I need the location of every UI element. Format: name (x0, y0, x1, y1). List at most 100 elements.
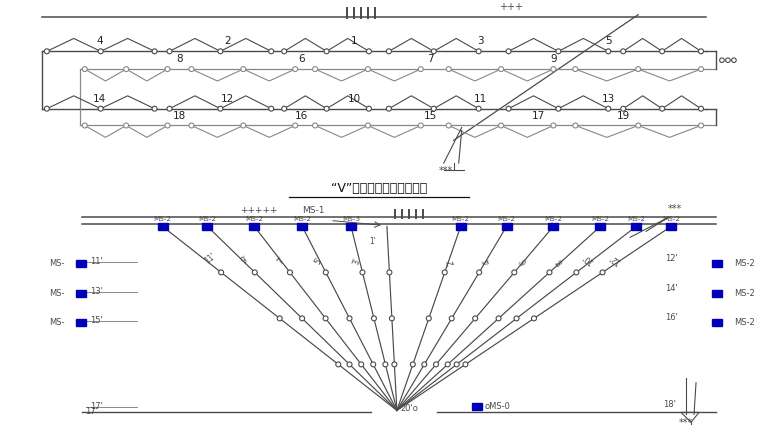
Circle shape (218, 106, 223, 111)
Circle shape (165, 123, 170, 128)
Circle shape (165, 67, 170, 71)
Circle shape (44, 106, 49, 111)
Text: ***: *** (679, 418, 693, 428)
Text: MS-2: MS-2 (451, 217, 470, 223)
Bar (712, 290, 722, 297)
Circle shape (477, 270, 482, 275)
Text: MS-: MS- (49, 288, 65, 297)
Circle shape (152, 49, 157, 54)
Bar (632, 223, 641, 230)
Text: 2': 2' (445, 256, 456, 266)
Circle shape (282, 106, 287, 111)
Circle shape (446, 123, 451, 128)
Circle shape (551, 123, 556, 128)
Circle shape (82, 67, 87, 71)
Text: ***: *** (668, 204, 682, 214)
Text: 18: 18 (173, 110, 186, 121)
Text: MS-2: MS-2 (734, 318, 755, 327)
Circle shape (726, 58, 730, 62)
Circle shape (477, 106, 481, 111)
Text: 16': 16' (665, 313, 678, 322)
Text: 11: 11 (474, 94, 487, 104)
Circle shape (386, 106, 391, 111)
Circle shape (531, 316, 537, 321)
Circle shape (44, 49, 49, 54)
Text: 17': 17' (85, 407, 97, 416)
Circle shape (366, 123, 370, 128)
Bar (712, 319, 722, 326)
Text: 5: 5 (605, 36, 612, 46)
Circle shape (218, 49, 223, 54)
Circle shape (189, 123, 194, 128)
Circle shape (360, 270, 365, 275)
Circle shape (219, 270, 223, 275)
Text: 7': 7' (276, 255, 287, 266)
Circle shape (269, 49, 274, 54)
Circle shape (454, 362, 459, 367)
Circle shape (387, 270, 392, 275)
Circle shape (431, 49, 436, 54)
Circle shape (463, 362, 468, 367)
Circle shape (312, 123, 318, 128)
Circle shape (698, 49, 704, 54)
Text: MS-3: MS-3 (342, 217, 360, 223)
Circle shape (698, 123, 704, 128)
Circle shape (418, 123, 423, 128)
Circle shape (660, 106, 664, 111)
Text: MS-2: MS-2 (544, 217, 562, 223)
Circle shape (635, 67, 641, 71)
Circle shape (189, 67, 194, 71)
Bar (76, 290, 86, 297)
Circle shape (152, 106, 157, 111)
Text: 15': 15' (90, 316, 103, 325)
Text: +++++: +++++ (240, 205, 278, 214)
Circle shape (323, 270, 328, 275)
Circle shape (293, 67, 298, 71)
Circle shape (383, 362, 388, 367)
Text: 7: 7 (427, 54, 434, 64)
Circle shape (124, 67, 128, 71)
Text: 17: 17 (532, 110, 545, 121)
Circle shape (167, 49, 172, 54)
Circle shape (698, 106, 704, 111)
Circle shape (499, 67, 504, 71)
Text: MS-2: MS-2 (662, 217, 680, 223)
Circle shape (366, 49, 372, 54)
Circle shape (556, 49, 561, 54)
Text: 3': 3' (352, 257, 363, 266)
Circle shape (426, 316, 431, 321)
Circle shape (511, 270, 517, 275)
Text: 4: 4 (97, 36, 103, 46)
Text: 1: 1 (350, 36, 357, 46)
Text: “V”型起爆网络布置示意图: “V”型起爆网络布置示意图 (331, 182, 427, 195)
Circle shape (621, 49, 625, 54)
Circle shape (698, 67, 704, 71)
Text: MS-: MS- (49, 318, 65, 327)
Text: 13: 13 (602, 94, 615, 104)
Circle shape (277, 316, 282, 321)
Circle shape (98, 106, 103, 111)
Text: 14': 14' (665, 284, 678, 293)
Circle shape (445, 362, 450, 367)
Circle shape (299, 316, 305, 321)
Circle shape (574, 270, 579, 275)
Bar (249, 223, 259, 230)
Circle shape (499, 123, 504, 128)
Circle shape (287, 270, 293, 275)
Bar (76, 319, 86, 326)
Text: 11': 11' (203, 252, 217, 266)
Circle shape (372, 316, 376, 321)
Circle shape (660, 49, 664, 54)
Circle shape (442, 270, 447, 275)
Bar (502, 223, 511, 230)
Circle shape (422, 362, 427, 367)
Circle shape (293, 123, 298, 128)
Text: MS-2: MS-2 (198, 217, 217, 223)
Text: 17': 17' (90, 402, 103, 411)
Text: MS-2: MS-2 (591, 217, 610, 223)
Text: 6: 6 (298, 54, 305, 64)
Circle shape (386, 49, 391, 54)
Text: 12': 12' (665, 254, 678, 263)
Bar (76, 260, 86, 267)
Circle shape (252, 270, 258, 275)
